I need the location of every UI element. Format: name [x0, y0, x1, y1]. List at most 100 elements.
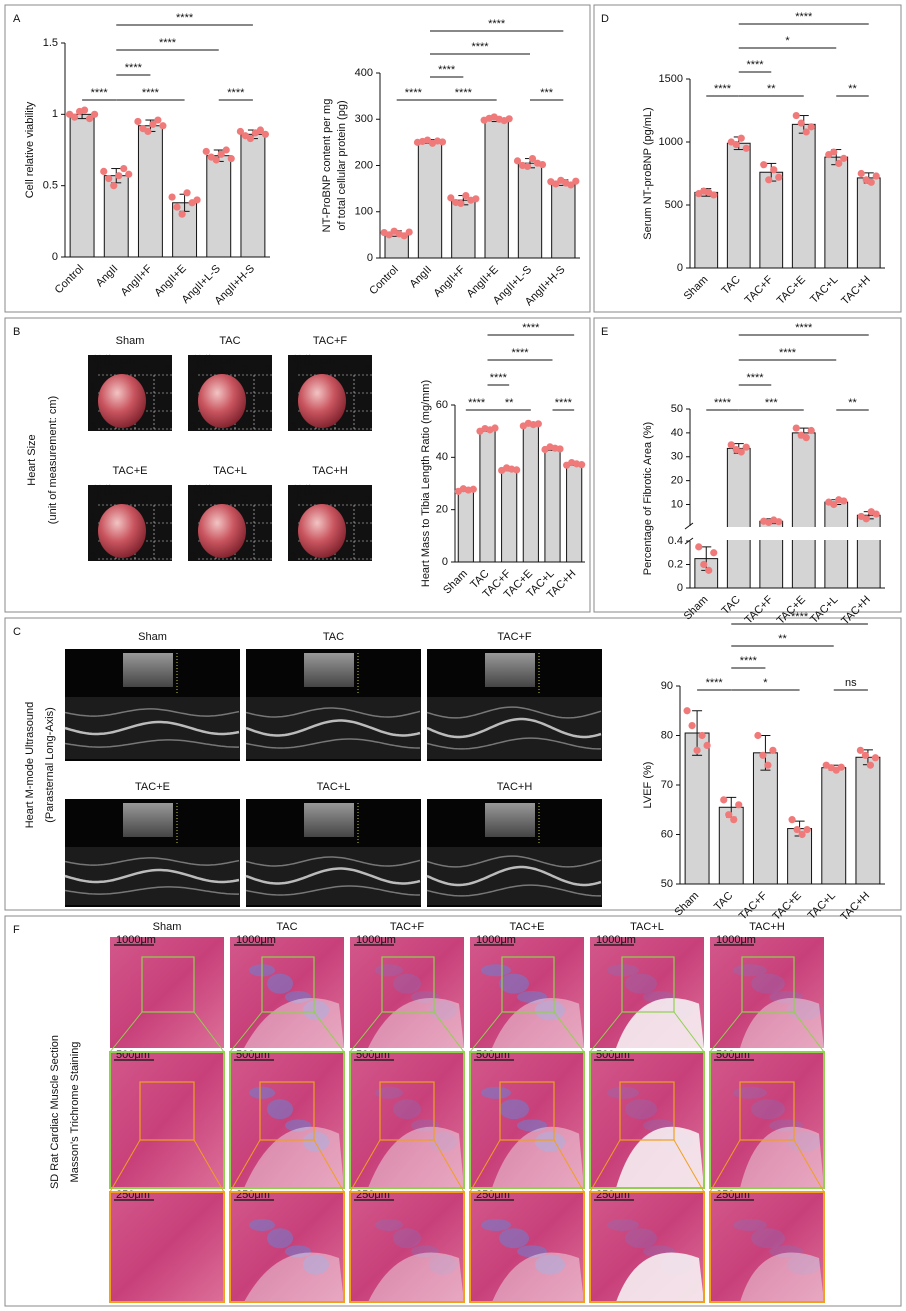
ruler-number: 3	[90, 421, 96, 433]
tissue-gap	[740, 998, 824, 1048]
x-tick-label: TAC	[719, 274, 743, 298]
y-tick-label: 20	[436, 504, 448, 516]
scale-label: 250μm	[476, 1189, 510, 1201]
data-point	[797, 119, 805, 127]
fibrosis-stain	[411, 990, 439, 1003]
tissue-gap	[740, 1126, 824, 1188]
zoom-line	[313, 1011, 345, 1053]
fibrosis-stain	[411, 1119, 439, 1132]
y-tick-label: 60	[661, 828, 673, 840]
x-tick-label: AngII	[408, 264, 435, 291]
data-point	[803, 825, 811, 834]
m-mode-trace	[64, 720, 240, 736]
data-point	[769, 746, 777, 754]
fibrosis-stain	[303, 1000, 329, 1021]
significance-label: ****	[176, 12, 194, 24]
heart	[298, 374, 346, 428]
ruler-number: 3	[265, 494, 271, 506]
data-point	[698, 731, 706, 740]
data-point	[447, 194, 455, 202]
scale-label: 1000μm	[236, 934, 276, 946]
tissue-image	[710, 1052, 824, 1188]
ruler-number: 2	[342, 364, 348, 376]
image-label: TAC+L	[317, 781, 351, 793]
scale-label: 250μm	[716, 1189, 750, 1201]
data-point	[703, 741, 711, 750]
fibrosis-stain	[733, 1219, 767, 1231]
m-mode-trace	[426, 717, 602, 739]
tissue-image	[230, 937, 344, 1048]
image-label: TAC+E	[135, 781, 170, 793]
m-mode-trace	[64, 886, 239, 895]
data-point	[173, 203, 181, 211]
bar	[824, 156, 849, 269]
ruler-number: 3	[165, 494, 171, 506]
ultrasound-inset	[485, 653, 535, 687]
fibrosis-stain	[285, 990, 311, 1003]
data-point	[217, 150, 225, 158]
ruler-number: 2	[142, 494, 148, 506]
fibrosis-stain	[429, 1254, 457, 1275]
data-point	[505, 115, 513, 123]
fibrosis-stain	[481, 964, 511, 977]
bar	[694, 191, 719, 269]
data-point	[742, 443, 750, 451]
y-tick-label: 90	[661, 680, 673, 692]
panel-box	[593, 317, 902, 613]
data-point	[115, 172, 123, 180]
y-tick-label: 30	[671, 451, 683, 463]
fibrosis-stain	[481, 1219, 511, 1231]
unit-text: 单位: cm	[92, 353, 135, 367]
zoom-frame	[589, 1191, 705, 1303]
image-label: Sham	[138, 631, 167, 643]
data-point	[775, 173, 783, 181]
m-mode-trace	[426, 884, 601, 897]
y-axis-label: (unit of measurement: cm)	[47, 396, 59, 524]
x-tick-label: TAC+L	[808, 594, 840, 626]
data-point	[837, 763, 845, 771]
zoom-line	[589, 1139, 621, 1193]
break-mark	[684, 537, 694, 545]
y-tick-label: 50	[661, 878, 673, 890]
data-point	[788, 816, 796, 824]
data-point	[556, 445, 564, 453]
data-point	[775, 518, 783, 526]
y-tick-label: 0	[677, 582, 683, 594]
fibrosis-stain	[429, 1131, 457, 1152]
panel-box	[4, 915, 902, 1307]
x-tick-label: TAC	[719, 594, 743, 618]
ruler-number: 0	[96, 364, 102, 376]
x-tick-label: TAC+L	[808, 274, 840, 306]
y-tick-label: 100	[355, 206, 373, 218]
bar	[451, 199, 476, 259]
zoom-line	[673, 1139, 705, 1193]
m-mode-trace	[245, 707, 421, 718]
data-point	[472, 195, 480, 203]
tissue-image	[110, 1052, 224, 1188]
ruler-number: 2	[290, 401, 296, 413]
significance-label: **	[778, 633, 787, 645]
unit-text: 单位: cm	[192, 483, 235, 497]
image-label: TAC	[276, 921, 297, 933]
m-mode-trace	[64, 857, 240, 866]
bar	[821, 767, 847, 885]
bar	[69, 113, 95, 258]
zoom-box	[381, 956, 435, 1013]
scale-label: 1000μm	[356, 934, 396, 946]
m-mode-band	[246, 697, 421, 759]
data-point	[840, 497, 848, 505]
data-point	[70, 113, 79, 121]
ruler-number: 0	[296, 494, 302, 506]
tissue-gap	[244, 998, 344, 1048]
significance-label: ***	[765, 397, 779, 409]
data-point	[792, 424, 800, 432]
fibrosis-stain	[303, 1254, 329, 1275]
data-point	[159, 122, 167, 130]
y-tick-label: 200	[355, 159, 373, 171]
ruler-number: 2	[90, 531, 96, 543]
scale-label: 1000μm	[716, 934, 756, 946]
data-point	[578, 461, 586, 469]
y-tick-label: 0	[442, 556, 448, 568]
heart	[298, 504, 346, 558]
ruler-number: 1	[319, 494, 325, 506]
